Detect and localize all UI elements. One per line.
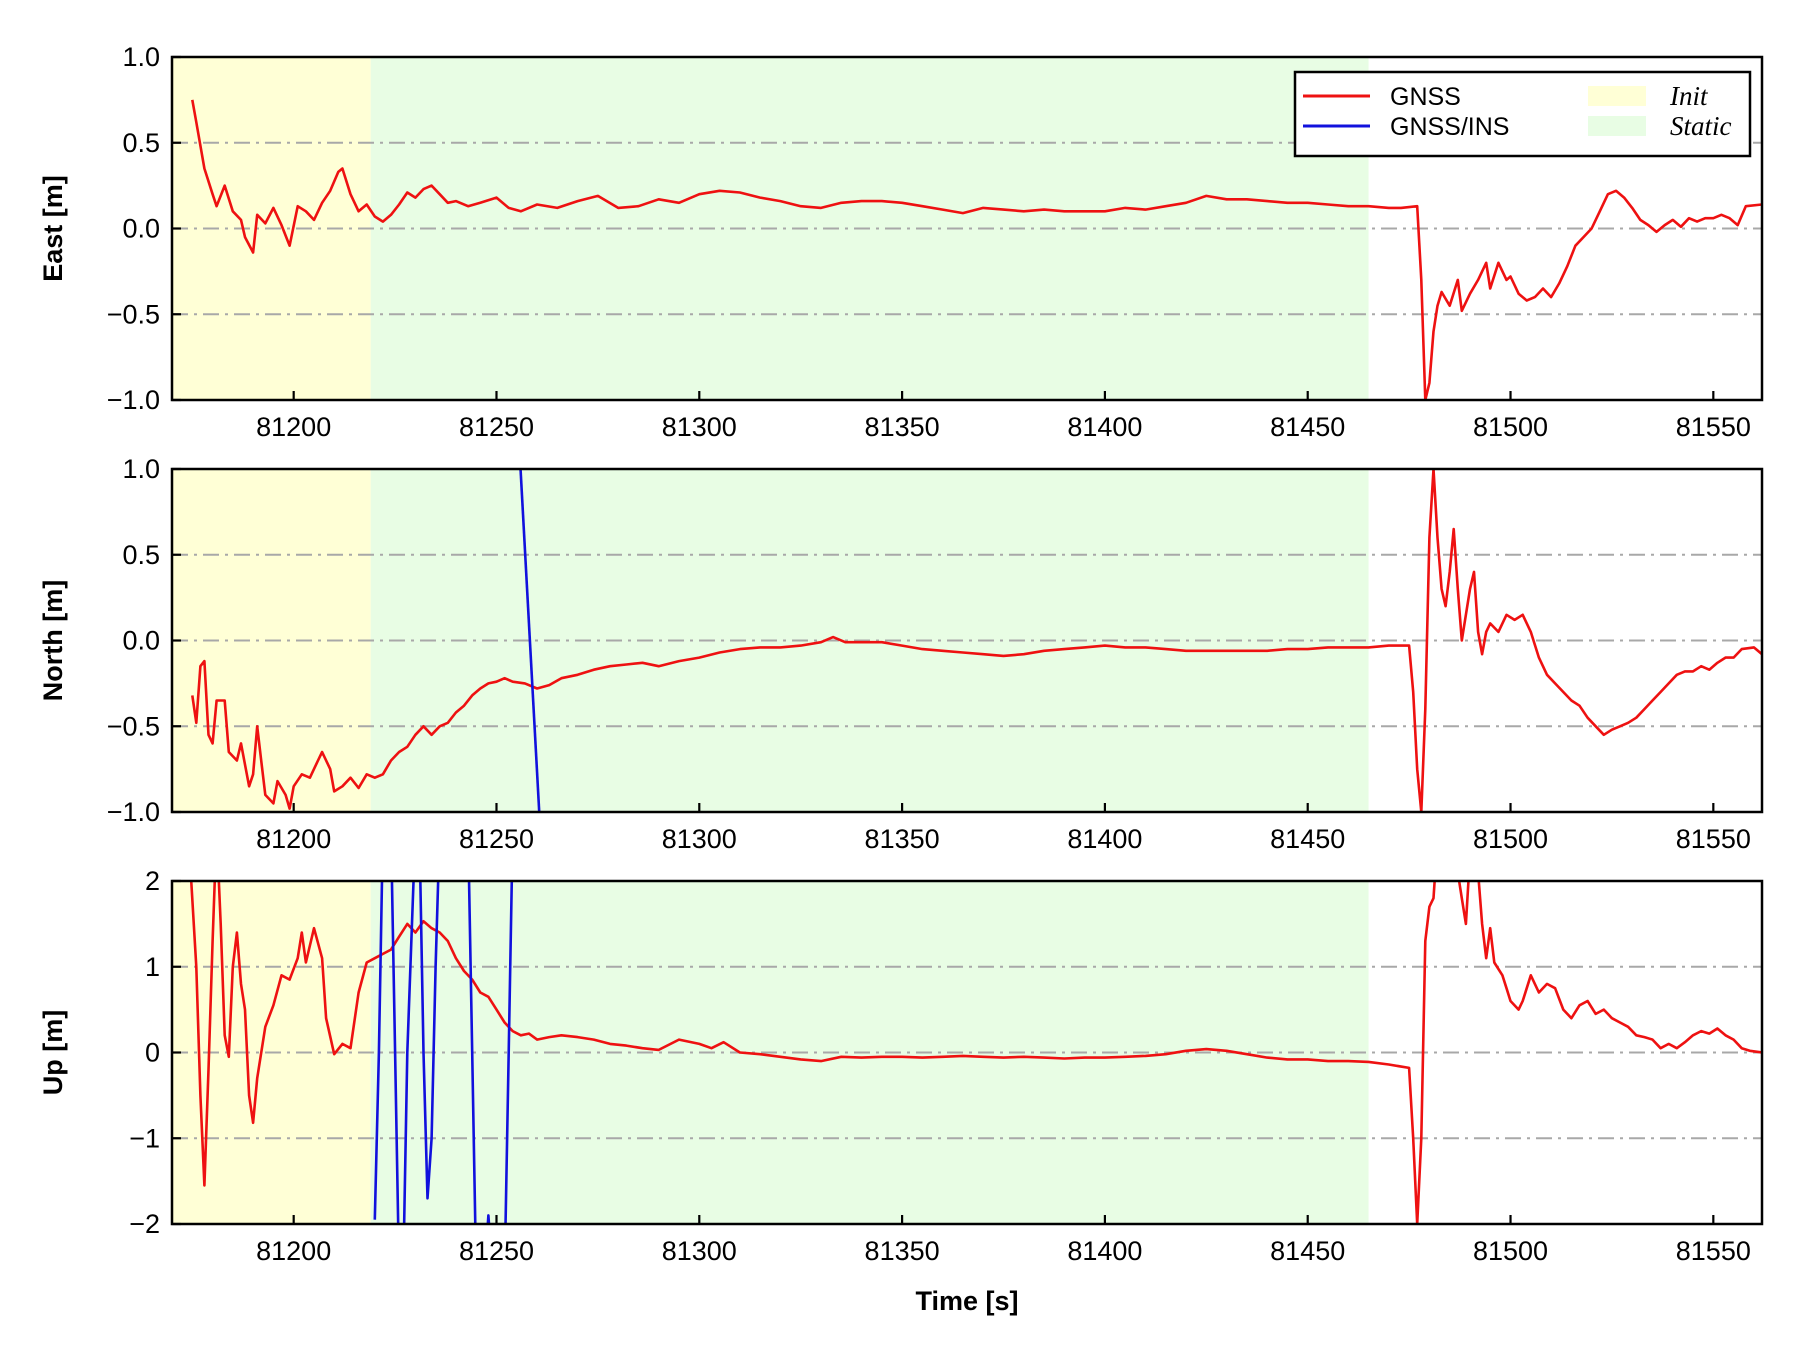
- y-tick-label: 1.0: [122, 42, 160, 72]
- y-tick-label: −0.5: [107, 299, 160, 329]
- legend-gnss-ins-label: GNSS/INS: [1390, 113, 1509, 141]
- x-axis-label: Time [s]: [915, 1286, 1018, 1316]
- x-tick-label: 81250: [459, 1236, 534, 1266]
- x-tick-label: 81500: [1473, 824, 1548, 854]
- y-tick-label: −0.5: [107, 711, 160, 741]
- legend-frame: [1293, 70, 1752, 158]
- x-tick-label: 81200: [256, 1236, 331, 1266]
- x-tick-label: 81450: [1270, 1236, 1345, 1266]
- x-tick-label: 81550: [1676, 412, 1751, 442]
- series-gnss-line: [191, 99, 1762, 400]
- x-tick-label: 81200: [256, 412, 331, 442]
- x-tick-label: 81350: [865, 1236, 940, 1266]
- x-tick-label: 81300: [662, 824, 737, 854]
- series-gnss-ins-line: [373, 881, 514, 1224]
- x-tick-label: 81250: [459, 412, 534, 442]
- y-tick-label: −1.0: [107, 385, 160, 415]
- y-tick-label: −2: [129, 1209, 160, 1239]
- up-panel: −2 −1 0 1 2 81200 81250 81300 81350 81400 81450 815…: [38, 866, 1764, 1266]
- x-tick-label: 81500: [1473, 412, 1548, 442]
- legend-static-label: Static: [1670, 111, 1732, 141]
- x-tick-label: 81400: [1067, 1236, 1142, 1266]
- x-tick-label: 81350: [865, 824, 940, 854]
- y-tick-label: 0.5: [122, 540, 160, 570]
- x-tick-label: 81550: [1676, 1236, 1751, 1266]
- legend-init-label: Init: [1669, 81, 1709, 111]
- x-tick-label: 81400: [1067, 412, 1142, 442]
- x-tick-label: 81250: [459, 824, 534, 854]
- y-tick-label: 2: [145, 866, 160, 896]
- x-tick-label: 81450: [1270, 412, 1345, 442]
- x-tick-label: 81400: [1067, 824, 1142, 854]
- x-tick-label: 81300: [662, 1236, 737, 1266]
- y-tick-label: 0.0: [122, 214, 160, 244]
- x-tick-label: 81450: [1270, 824, 1345, 854]
- legend: GNSS GNSS/INS Init Static: [1293, 70, 1752, 158]
- y-tick-label: −1: [129, 1123, 160, 1153]
- x-tick-label: 81550: [1676, 824, 1751, 854]
- y-tick-label: 1.0: [122, 454, 160, 484]
- series-gnss-line: [189, 881, 1762, 1224]
- legend-init-patch: [1588, 86, 1646, 106]
- y-tick-label: 0: [145, 1038, 160, 1068]
- legend-gnss-label: GNSS: [1390, 83, 1461, 111]
- y-tick-label: 0.5: [122, 128, 160, 158]
- y-tick-label: 0.0: [122, 626, 160, 656]
- legend-static-patch: [1588, 116, 1646, 136]
- x-tick-label: 81350: [865, 412, 940, 442]
- north-panel: −1.0 −0.5 0.0 0.5 1.0 81200 81250 81300 81350 814…: [38, 454, 1764, 854]
- series-gnss-line: [191, 469, 1762, 812]
- y-tick-label: 1: [145, 952, 160, 982]
- y-axis-label: East [m]: [38, 175, 68, 282]
- y-axis-label: North [m]: [38, 580, 68, 701]
- east-panel: −1.0 −0.5 0.0 0.5 1.0 81200 81250 81300 81350 814…: [38, 42, 1764, 442]
- x-tick-label: 81300: [662, 412, 737, 442]
- series-gnss-ins-line: [519, 469, 541, 812]
- y-axis-label: Up [m]: [38, 1010, 68, 1095]
- x-tick-label: 81200: [256, 824, 331, 854]
- y-tick-label: −1.0: [107, 797, 160, 827]
- x-tick-label: 81500: [1473, 1236, 1548, 1266]
